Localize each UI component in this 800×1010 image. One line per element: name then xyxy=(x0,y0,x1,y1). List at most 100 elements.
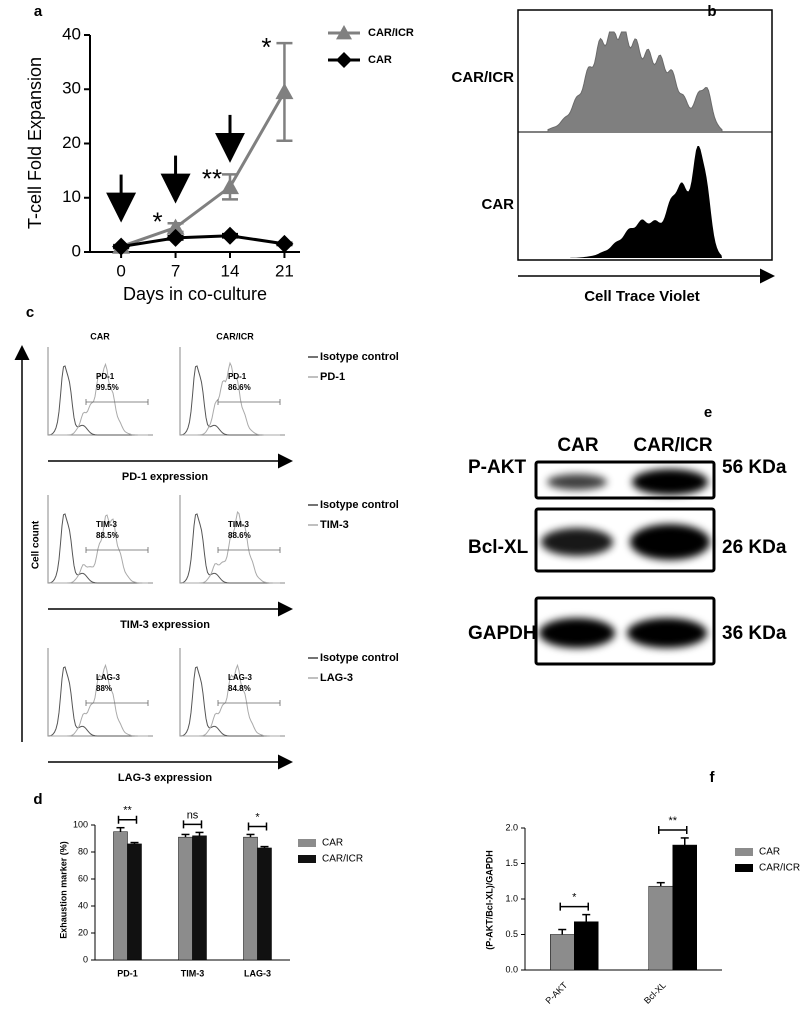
gate-label: TIM-3 xyxy=(228,520,249,529)
x-axis-label: LAG-3 expression xyxy=(118,772,212,784)
x-tick-label: 0 xyxy=(116,261,125,280)
gate-percent: 88% xyxy=(96,684,112,693)
y-axis-label: (P-AKT/Bcl-XL)/GAPDH xyxy=(484,850,494,950)
blot-band xyxy=(541,528,613,556)
x-tick-label: P-AKT xyxy=(544,980,570,1006)
histogram xyxy=(570,146,722,258)
legend-swatch xyxy=(298,839,316,847)
legend-label: LAG-3 xyxy=(320,672,353,684)
marker-curve xyxy=(50,362,148,436)
column-label: CAR xyxy=(557,435,598,456)
y-tick-label: 20 xyxy=(62,133,81,152)
gate-percent: 99.5% xyxy=(96,383,119,392)
y-tick-label: 80 xyxy=(78,846,88,856)
series-line xyxy=(120,234,285,249)
histogram-frame xyxy=(517,9,773,261)
bar xyxy=(127,843,142,961)
panel-letter: a xyxy=(34,3,43,20)
x-tick-label: 14 xyxy=(221,261,240,280)
gate-label: PD-1 xyxy=(228,372,247,381)
blot-band xyxy=(630,524,710,560)
y-tick-label: 0 xyxy=(72,241,81,260)
x-axis-label: TIM-3 expression xyxy=(120,619,210,631)
significance-bracket xyxy=(559,902,589,911)
legend-label: PD-1 xyxy=(320,371,345,383)
column-label: CAR/ICR xyxy=(633,435,712,456)
y-tick-label: 2.0 xyxy=(505,822,518,832)
bar xyxy=(550,934,575,971)
sample-label: CAR/ICR xyxy=(452,69,515,86)
isotype-curve xyxy=(49,666,143,737)
legend-label: Isotype control xyxy=(320,351,399,363)
histogram xyxy=(547,31,723,132)
significance: * xyxy=(261,32,271,62)
gate-percent: 84.8% xyxy=(228,684,251,693)
y-tick-label: 30 xyxy=(62,79,81,98)
marker-curve xyxy=(182,663,280,737)
gate-percent: 88.6% xyxy=(228,531,251,540)
x-tick-label: 21 xyxy=(275,261,294,280)
marker-curve xyxy=(182,510,280,584)
bar xyxy=(113,831,128,961)
significance: ** xyxy=(668,815,677,827)
x-axis-label: PD-1 expression xyxy=(122,471,208,483)
significance: ** xyxy=(202,163,222,193)
gate xyxy=(217,399,281,405)
point xyxy=(166,218,185,235)
bar xyxy=(672,844,697,971)
x-tick-label: LAG-3 xyxy=(244,968,271,978)
bar xyxy=(192,835,207,961)
y-tick-label: 0.5 xyxy=(505,929,518,939)
marker-curve xyxy=(182,361,280,436)
significance: ** xyxy=(123,805,132,817)
series-line xyxy=(120,91,286,248)
y-tick-label: 60 xyxy=(78,873,88,883)
panel-letter: e xyxy=(704,404,712,421)
significance: * xyxy=(255,811,260,823)
significance-bracket xyxy=(117,815,138,824)
size-label: 36 KDa xyxy=(722,623,787,644)
panel-letter: b xyxy=(707,3,716,20)
isotype-curve xyxy=(49,365,143,436)
bar xyxy=(257,847,272,961)
legend-label: CAR xyxy=(368,54,392,66)
protein-label: P-AKT xyxy=(468,457,526,478)
legend-marker xyxy=(336,52,352,68)
y-tick-label: 1.0 xyxy=(505,893,518,903)
gate xyxy=(85,700,149,706)
point xyxy=(112,237,131,256)
bar xyxy=(243,836,258,961)
significance-bracket xyxy=(658,825,688,834)
size-label: 56 KDa xyxy=(722,457,787,478)
bar xyxy=(178,836,193,961)
y-tick-label: 0 xyxy=(83,954,88,964)
y-tick-label: 20 xyxy=(78,927,88,937)
panel-letter: c xyxy=(26,304,34,321)
x-axis-label: Days in co-culture xyxy=(123,284,267,304)
legend-label: CAR xyxy=(322,838,343,849)
legend-label: CAR/ICR xyxy=(759,863,800,874)
y-axis-label: Cell count xyxy=(31,520,42,569)
legend-swatch xyxy=(735,864,753,872)
isotype-curve xyxy=(181,666,275,737)
point xyxy=(275,82,294,100)
gate-percent: 86.6% xyxy=(228,383,251,392)
gate-label: LAG-3 xyxy=(228,673,253,682)
point xyxy=(221,177,239,195)
gate xyxy=(85,547,149,553)
gate-label: PD-1 xyxy=(96,372,115,381)
legend-label: Isotype control xyxy=(320,499,399,511)
significance: * xyxy=(572,892,577,904)
gate xyxy=(85,399,149,405)
blot-band xyxy=(632,469,708,495)
gate-label: TIM-3 xyxy=(96,520,117,529)
x-tick-label: PD-1 xyxy=(117,968,138,978)
marker-curve xyxy=(50,514,148,584)
column-label: CAR xyxy=(90,331,110,341)
point xyxy=(221,226,239,245)
legend-label: TIM-3 xyxy=(320,519,349,531)
isotype-curve xyxy=(181,513,275,584)
point xyxy=(166,228,185,247)
y-tick-label: 10 xyxy=(62,187,81,206)
